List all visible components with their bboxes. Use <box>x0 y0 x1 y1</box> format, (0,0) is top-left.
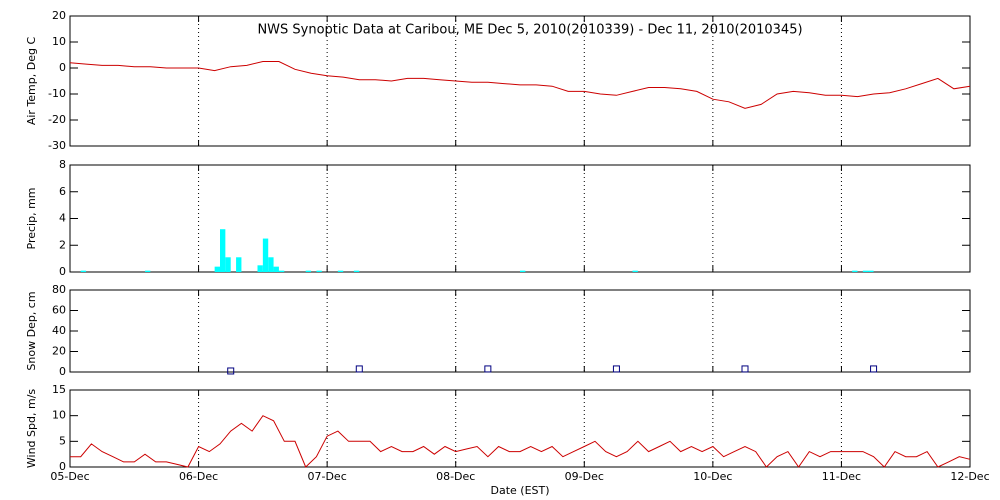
panel-frame <box>69 15 971 147</box>
data-line <box>70 415 971 468</box>
y-tick-label: 10 <box>52 35 66 48</box>
bar <box>632 270 638 272</box>
point <box>741 365 749 373</box>
x-axis-label: Date (EST) <box>490 484 549 497</box>
y-tick-label: 10 <box>52 409 66 422</box>
bar <box>268 257 274 272</box>
x-tick-label: 08-Dec <box>436 470 475 483</box>
x-tick-label: 09-Dec <box>565 470 604 483</box>
panel-frame <box>69 389 971 468</box>
bar <box>236 257 242 272</box>
bar <box>353 270 360 272</box>
y-tick-label: 0 <box>59 460 66 473</box>
x-tick-label: 10-Dec <box>693 470 732 483</box>
x-tick-label: 11-Dec <box>822 470 861 483</box>
y-axis-label: Snow Dep, cm <box>25 291 38 370</box>
bar <box>145 270 151 272</box>
chart-title: NWS Synoptic Data at Caribou, ME Dec 5, … <box>257 23 802 38</box>
x-tick-label: 07-Dec <box>308 470 347 483</box>
point <box>870 365 878 373</box>
y-tick-label: 80 <box>52 283 66 296</box>
y-tick-label: -10 <box>48 87 66 100</box>
bar <box>220 229 226 272</box>
y-tick-label: -20 <box>48 113 66 126</box>
y-tick-label: 60 <box>52 304 66 317</box>
point <box>612 365 620 373</box>
y-tick-label: 15 <box>52 383 66 396</box>
y-tick-label: 0 <box>59 365 66 378</box>
point <box>484 365 492 373</box>
y-tick-label: 5 <box>59 434 66 447</box>
bar <box>862 270 869 272</box>
point <box>227 367 235 375</box>
y-axis-label: Air Temp, Deg C <box>25 37 38 126</box>
bar <box>852 270 858 272</box>
y-axis-label: Precip, mm <box>25 188 38 250</box>
point <box>355 365 363 373</box>
bar <box>80 270 87 272</box>
y-tick-label: -30 <box>48 139 66 152</box>
bar <box>316 270 322 272</box>
bar <box>257 265 263 272</box>
y-axis-label: Wind Spd, m/s <box>25 389 38 469</box>
x-tick-label: 12-Dec <box>950 470 989 483</box>
x-tick-label: 05-Dec <box>50 470 89 483</box>
bar <box>225 257 231 272</box>
bar <box>278 270 285 272</box>
bar <box>337 270 344 272</box>
data-line <box>69 61 971 109</box>
bar <box>273 266 279 272</box>
y-tick-label: 6 <box>59 185 66 198</box>
bar <box>262 238 269 272</box>
panel-frame <box>69 289 971 373</box>
panel-frame <box>69 164 971 273</box>
x-tick-label: 06-Dec <box>179 470 218 483</box>
y-tick-label: 0 <box>59 265 66 278</box>
bar <box>214 266 220 272</box>
y-tick-label: 20 <box>52 345 66 358</box>
bar <box>520 270 526 272</box>
y-tick-label: 8 <box>59 158 66 171</box>
y-tick-label: 4 <box>59 212 66 225</box>
y-tick-label: 2 <box>59 238 66 251</box>
y-tick-label: 40 <box>52 324 66 337</box>
y-tick-label: 20 <box>52 9 66 22</box>
bar <box>305 270 312 272</box>
bar <box>868 270 874 272</box>
y-tick-label: 0 <box>59 61 66 74</box>
